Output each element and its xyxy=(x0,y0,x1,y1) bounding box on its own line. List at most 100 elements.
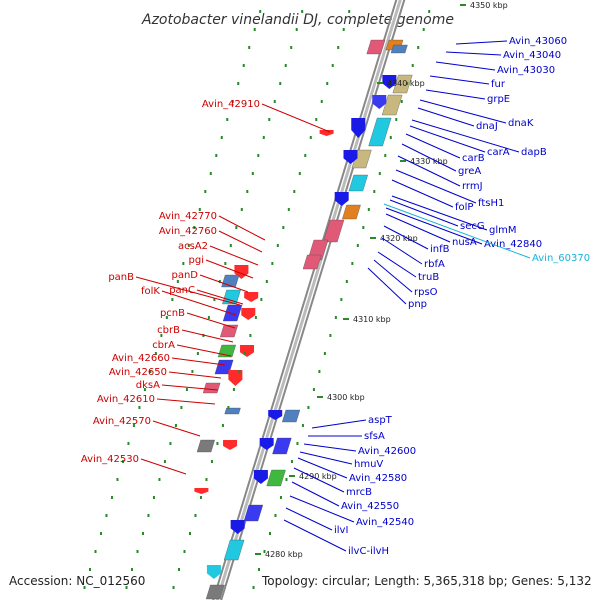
accession-line: Accession: NC_012560 xyxy=(9,574,145,588)
topology-line: Topology: circular; Length: 5,365,318 bp… xyxy=(262,574,592,588)
gene-label-right[interactable]: rrmJ xyxy=(462,181,483,192)
gene-label-right[interactable]: Avin_43030 xyxy=(497,65,555,76)
guide-dot xyxy=(89,568,92,571)
gene-label-left[interactable]: pgi xyxy=(189,255,204,266)
gene-label-right[interactable]: ftsH1 xyxy=(478,198,504,209)
right-label-leader xyxy=(291,481,340,507)
gene-label-left[interactable]: dksA xyxy=(136,380,160,391)
left-label-leader xyxy=(186,312,236,329)
guide-dot xyxy=(263,550,266,553)
gene-label-right[interactable]: sfsA xyxy=(364,431,385,442)
gene-label-right[interactable]: Avin_42540 xyxy=(356,517,414,528)
left-label-leader xyxy=(209,245,259,266)
gene-label-right[interactable]: dnaJ xyxy=(476,121,498,132)
guide-dot xyxy=(180,406,183,409)
guide-dot xyxy=(125,586,128,589)
gene-label-right[interactable]: ilvC-ilvH xyxy=(348,546,389,557)
right-label-leader xyxy=(289,495,355,523)
gene-label-left[interactable]: Avin_42530 xyxy=(81,454,139,465)
gene-label-left[interactable]: Avin_42610 xyxy=(97,394,155,405)
right-label-leader xyxy=(401,143,457,172)
gene-label-right[interactable]: dnaK xyxy=(508,118,534,129)
gene-label-right[interactable]: grpE xyxy=(487,94,510,105)
guide-dot xyxy=(287,208,290,211)
gene-label-right[interactable]: rpsO xyxy=(414,287,438,298)
gene-label-left[interactable]: panD xyxy=(171,270,198,281)
guide-dot xyxy=(210,460,213,463)
gene-label-right[interactable]: Avin_42600 xyxy=(358,446,416,457)
gene-label-right[interactable]: Avin_42840 xyxy=(484,239,542,250)
gene-arrow xyxy=(241,308,256,320)
right-label-leader xyxy=(435,61,496,71)
gene-label-left[interactable]: Avin_42770 xyxy=(159,211,217,222)
guide-dot xyxy=(183,550,186,553)
gene-label-right[interactable]: Avin_43060 xyxy=(509,36,567,47)
gene-label-left[interactable]: pcnB xyxy=(160,308,185,319)
right-label-leader xyxy=(395,169,477,204)
guide-dot xyxy=(309,136,312,139)
gene-label-left[interactable]: Avin_42650 xyxy=(109,367,167,378)
gene-label-layer: Avin_42910 Avin_42770 Avin_42760 acsA2 pgi pa… xyxy=(81,36,590,557)
gene-label-left[interactable]: Avin_42760 xyxy=(159,226,217,237)
guide-dot xyxy=(138,406,141,409)
right-label-leader xyxy=(397,155,461,187)
gene-label-right[interactable]: fur xyxy=(491,79,506,90)
gene-label-left[interactable]: cbrB xyxy=(157,325,180,336)
gene-label-right[interactable]: secG xyxy=(460,221,485,232)
gene-label-right[interactable]: folP xyxy=(455,202,473,213)
guide-dot xyxy=(259,10,262,13)
gene-label-left[interactable]: acsA2 xyxy=(178,241,208,252)
gene-label-right[interactable]: mrcB xyxy=(346,487,372,498)
scale-tick-label: 4290 kbp xyxy=(299,472,337,481)
guide-dot xyxy=(315,118,318,121)
gene-label-right[interactable]: greA xyxy=(458,166,481,177)
gene-label-right[interactable]: rbfA xyxy=(424,259,445,270)
guide-dot xyxy=(185,388,188,391)
gene-label-left[interactable]: Avin_42660 xyxy=(112,353,170,364)
left-label-leader xyxy=(181,329,234,343)
gene-label-left[interactable]: panB xyxy=(108,272,134,283)
gene-label-right[interactable]: Avin_60370 xyxy=(532,253,590,264)
guide-dot xyxy=(205,478,208,481)
gene-label-left[interactable]: Avin_42910 xyxy=(202,99,260,110)
gene-label-right[interactable]: infB xyxy=(430,244,450,255)
left-label-leader xyxy=(152,420,201,437)
right-label-leader xyxy=(417,107,475,127)
gene-label-right[interactable]: ilvI xyxy=(334,525,348,536)
gene-label-right[interactable]: Avin_42550 xyxy=(341,501,399,512)
gene-arrow xyxy=(343,150,358,164)
guide-dot xyxy=(417,46,420,49)
guide-dot xyxy=(246,190,249,193)
gene-label-right[interactable]: glmM xyxy=(489,225,517,236)
gene-arrow xyxy=(372,95,387,109)
guide-dot xyxy=(279,496,282,499)
guide-dot xyxy=(257,154,260,157)
gene-label-right[interactable]: dapB xyxy=(521,147,547,158)
gene-label-left[interactable]: Avin_42570 xyxy=(93,416,151,427)
gene-label-left[interactable]: panC xyxy=(169,285,195,296)
guide-dot xyxy=(334,316,337,319)
gene-label-right[interactable]: Avin_42580 xyxy=(349,473,407,484)
gene-label-right[interactable]: Avin_43040 xyxy=(503,50,561,61)
gene-label-right[interactable]: aspT xyxy=(368,415,393,426)
guide-dot xyxy=(384,154,387,157)
guide-dot xyxy=(209,172,212,175)
right-label-leader xyxy=(455,40,508,45)
gene-label-right[interactable]: truB xyxy=(418,272,439,283)
gene-label-left[interactable]: cbrA xyxy=(152,340,175,351)
guide-dot xyxy=(262,136,265,139)
gene-label-right[interactable]: pnp xyxy=(408,299,427,310)
guide-dot xyxy=(154,352,157,355)
gene-label-right[interactable]: nusA xyxy=(452,237,477,248)
gene-label-left[interactable]: folK xyxy=(141,286,160,297)
guide-dot xyxy=(276,244,279,247)
guide-dot xyxy=(285,478,288,481)
gene-label-right[interactable]: carB xyxy=(462,153,485,164)
guide-dot xyxy=(422,28,425,31)
guide-dot xyxy=(378,172,381,175)
guide-dot xyxy=(149,370,152,373)
gene-label-right[interactable]: carA xyxy=(487,147,510,158)
guide-dot xyxy=(204,190,207,193)
gene-label-right[interactable]: hmuV xyxy=(354,459,383,470)
right-label-leader xyxy=(311,419,367,429)
